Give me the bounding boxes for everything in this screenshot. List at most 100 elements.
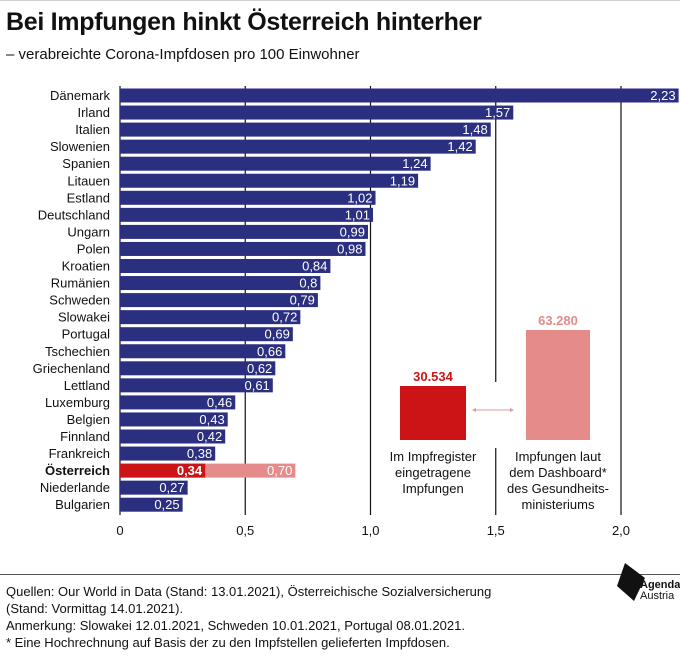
category-label: Kroatien — [62, 259, 110, 274]
footer-note: Anmerkung: Slowakei 12.01.2021, Schweden… — [6, 618, 465, 633]
legend-connector-arrow-left — [472, 408, 476, 412]
x-tick-label: 1,5 — [487, 523, 505, 538]
category-label: Ungarn — [67, 224, 110, 239]
value-label: 0,34 — [177, 463, 203, 478]
category-label: Irland — [77, 105, 110, 120]
top-rule — [0, 0, 680, 1]
legend-dashboard-value: 63.280 — [538, 313, 578, 328]
bar — [120, 310, 301, 325]
bar — [120, 224, 368, 239]
value-label: 0,25 — [154, 497, 179, 512]
bar — [120, 122, 491, 137]
x-tick-label: 0 — [116, 523, 123, 538]
bar — [120, 463, 206, 478]
value-label: 0,62 — [247, 361, 272, 376]
category-label: Finnland — [60, 429, 110, 444]
value-label: 0,66 — [257, 344, 282, 359]
bar — [120, 276, 321, 291]
category-label: Deutschland — [38, 207, 110, 222]
bar — [120, 378, 273, 393]
footer-notes: Quellen: Our World in Data (Stand: 13.01… — [6, 583, 491, 651]
value-label: 1,19 — [390, 173, 415, 188]
value-label: 0,43 — [199, 412, 224, 427]
bar — [120, 156, 431, 171]
legend-connector-arrow-right — [510, 408, 514, 412]
bar — [120, 327, 293, 342]
category-label: Spanien — [62, 156, 110, 171]
bar — [120, 293, 318, 308]
value-label: 1,48 — [462, 122, 487, 137]
category-label: Dänemark — [50, 88, 110, 103]
bar-chart: 0 0,5 1,0 1,5 2,0 Dänemark 2,23 Irland 1,57 Itali… — [33, 86, 679, 538]
chart-subtitle: – verabreichte Corona-Impfdosen pro 100 … — [6, 46, 360, 63]
bar — [120, 446, 216, 461]
value-label: 0,61 — [244, 378, 269, 393]
category-label: Bulgarien — [55, 497, 110, 512]
value-label: 0,72 — [272, 310, 297, 325]
category-label: Belgien — [67, 412, 110, 427]
value-label: 1,02 — [347, 190, 372, 205]
chart-title: Bei Impfungen hinkt Österreich hinterher — [6, 8, 482, 36]
value-label: 0,8 — [299, 276, 317, 291]
category-label: Slowakei — [58, 310, 110, 325]
value-label: 0,99 — [340, 224, 365, 239]
bar — [120, 344, 286, 359]
bar — [120, 497, 183, 512]
bar — [120, 88, 679, 103]
bar — [120, 412, 228, 427]
value-label: 0,84 — [302, 259, 327, 274]
category-label: Slowenien — [50, 139, 110, 154]
footer-divider — [0, 574, 680, 575]
footer-sources: Quellen: Our World in Data (Stand: 13.01… — [6, 584, 492, 599]
legend-register-label: Im Impfregister eingetragene Impfungen — [389, 449, 477, 496]
value-label: 0,27 — [159, 480, 184, 495]
category-label: Niederlande — [40, 480, 110, 495]
category-label: Estland — [67, 190, 110, 205]
value-label: 1,42 — [447, 139, 472, 154]
x-tick-label: 2,0 — [612, 523, 630, 538]
footer-sources-date: (Stand: Vormittag 14.01.2021). — [6, 601, 184, 616]
agenda-austria-logo-icon — [617, 563, 645, 601]
value-label: 0,69 — [265, 327, 290, 342]
category-label: Italien — [75, 122, 110, 137]
category-label: Lettland — [64, 378, 110, 393]
value-label: 0,79 — [290, 293, 315, 308]
category-label: Portugal — [62, 327, 111, 342]
logo-text: Agenda Austria — [640, 579, 680, 602]
bar — [120, 173, 419, 188]
category-label: Österreich — [45, 463, 110, 478]
bar — [120, 395, 236, 410]
value-label: 0,42 — [197, 429, 222, 444]
bar — [120, 105, 514, 120]
value-label: 1,01 — [345, 207, 370, 222]
category-label: Griechenland — [33, 361, 110, 376]
bar — [120, 480, 188, 495]
legend-dashboard-label: Impfungen laut dem Dashboard* des Gesund… — [507, 449, 609, 512]
legend-register-box — [400, 386, 466, 440]
value-label: 0,46 — [207, 395, 232, 410]
value-label: 2,23 — [650, 88, 675, 103]
value-label: 0,38 — [187, 446, 212, 461]
bar — [120, 429, 226, 444]
category-label: Litauen — [67, 173, 110, 188]
category-label: Frankreich — [49, 446, 110, 461]
bar — [120, 139, 476, 154]
value-label-dashboard: 0,70 — [267, 463, 292, 478]
x-tick-label: 0,5 — [236, 523, 254, 538]
category-label: Rumänien — [51, 276, 110, 291]
category-label: Luxemburg — [45, 395, 110, 410]
x-tick-label: 1,0 — [361, 523, 379, 538]
legend-register-value: 30.534 — [413, 369, 453, 384]
legend-dashboard-box — [526, 330, 590, 440]
category-label: Schweden — [49, 293, 110, 308]
bar — [120, 259, 331, 273]
bar — [120, 241, 366, 256]
value-label: 0,98 — [337, 241, 362, 256]
footer-footnote: * Eine Hochrechnung auf Basis der zu den… — [6, 635, 450, 650]
bar — [120, 207, 374, 222]
bar — [120, 190, 376, 205]
value-label: 1,57 — [485, 105, 510, 120]
category-label: Tschechien — [45, 344, 110, 359]
category-label: Polen — [77, 241, 110, 256]
value-label: 1,24 — [402, 156, 427, 171]
